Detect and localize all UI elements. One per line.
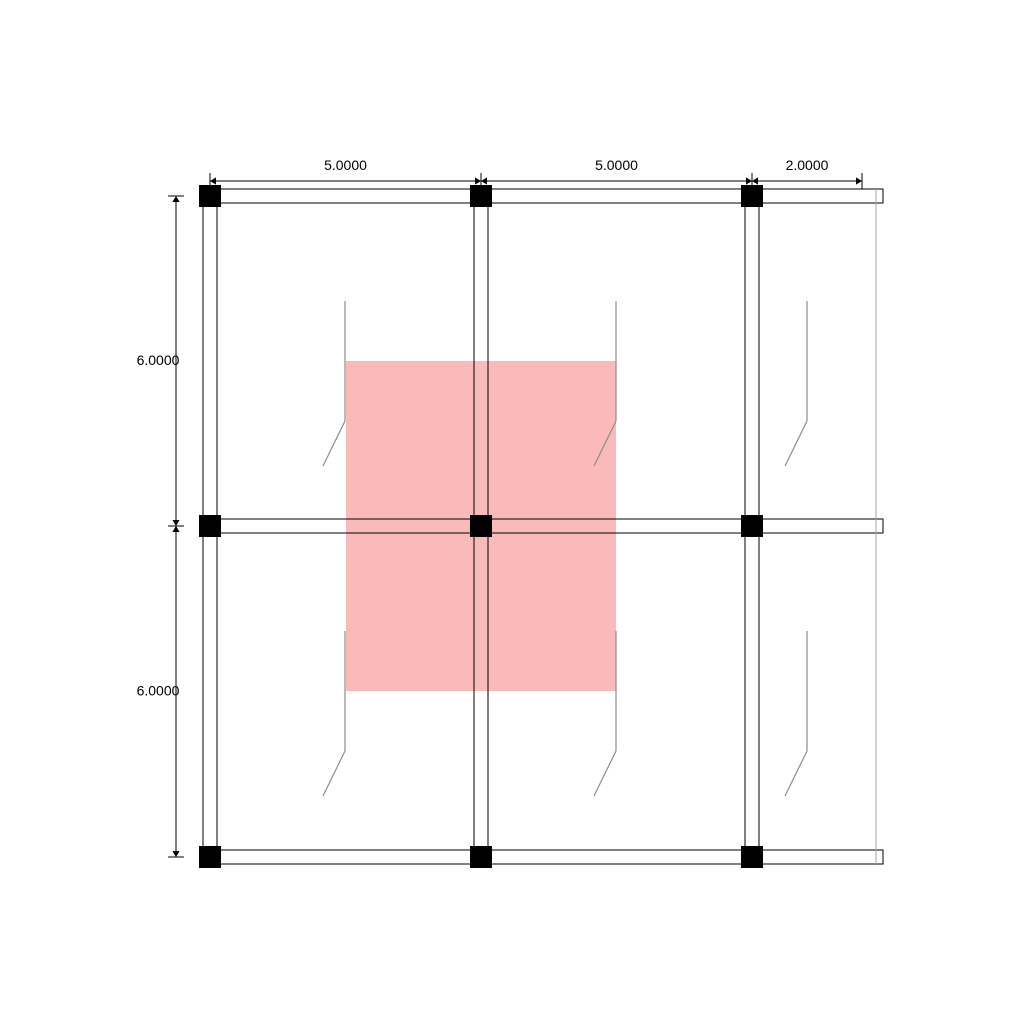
- column-7: [470, 846, 492, 868]
- column-8: [741, 846, 763, 868]
- dim-top-label-1: 5.0000: [595, 157, 638, 173]
- dim-left-label-0: 6.0000: [137, 352, 180, 368]
- dimensions-top: 5.0000 5.0000 2.0000: [210, 157, 862, 189]
- dim-top-label-2: 2.0000: [786, 157, 829, 173]
- slab-direction-mark-0: [323, 301, 345, 466]
- dim-left-label-1: 6.0000: [137, 683, 180, 699]
- slab-direction-mark-5: [785, 631, 807, 796]
- column-3: [199, 515, 221, 537]
- beam-horizontal-2: [203, 850, 883, 864]
- dimensions-left: 6.0000 6.0000: [137, 196, 184, 857]
- slab-direction-mark-3: [323, 631, 345, 796]
- dim-top-label-0: 5.0000: [324, 157, 367, 173]
- beam-horizontal-0: [203, 189, 883, 203]
- column-6: [199, 846, 221, 868]
- slab-direction-mark-2: [785, 301, 807, 466]
- column-5: [741, 515, 763, 537]
- column-4: [470, 515, 492, 537]
- structural-plan-diagram: 5.0000 5.0000 2.0000 6.0000 6.0000: [0, 0, 1024, 1024]
